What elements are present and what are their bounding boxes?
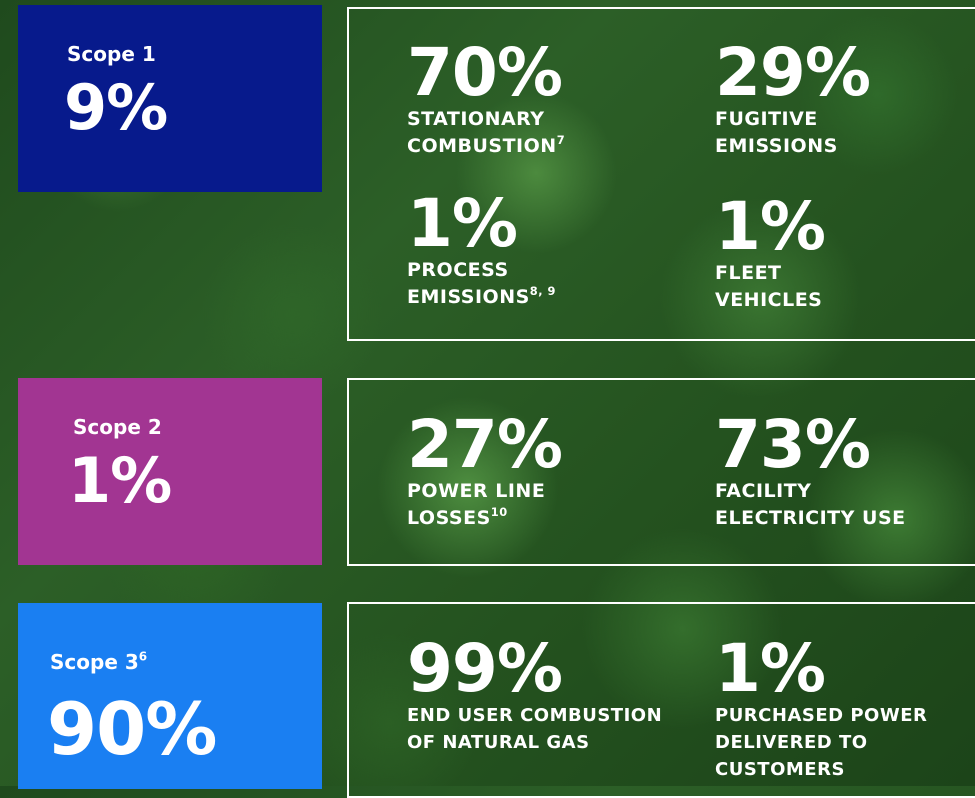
scope-2-value: 1% <box>68 444 172 517</box>
stat-end-user-combustion: 99% END USER COMBUSTION OF NATURAL GAS <box>407 636 662 756</box>
stat-label: END USER COMBUSTION OF NATURAL GAS <box>407 705 663 753</box>
stat-percent: 70% <box>407 34 563 111</box>
stat-label: POWER LINE LOSSES10 <box>407 480 546 529</box>
scope-1-breakdown-panel <box>347 7 975 341</box>
stat-fugitive-emissions: 29% FUGITIVE EMISSIONS <box>715 34 871 160</box>
stat-purchased-power: 1% PURCHASED POWER DELIVERED TO CUSTOMER… <box>715 636 927 783</box>
stat-label: FUGITIVE EMISSIONS <box>715 108 838 157</box>
stat-percent: 99% <box>407 630 563 707</box>
stat-stationary-combustion: 70% STATIONARY COMBUSTION7 <box>407 40 565 160</box>
stat-percent: 1% <box>715 630 826 707</box>
stat-facility-electricity-use: 73% FACILITY ELECTRICITY USE <box>715 412 906 532</box>
stat-fleet-vehicles: 1% FLEET VEHICLES <box>715 188 826 314</box>
scope-3-box: Scope 36 90% <box>18 603 322 789</box>
scope-1-box: Scope 1 9% <box>18 5 322 192</box>
stat-percent: 73% <box>715 406 871 483</box>
stat-label: FLEET VEHICLES <box>715 262 823 311</box>
scope-1-value: 9% <box>64 71 168 144</box>
stat-percent: 29% <box>715 34 871 111</box>
scope-2-label: Scope 2 <box>73 415 162 439</box>
stat-percent: 1% <box>407 185 518 262</box>
scope-2-breakdown-panel <box>347 378 975 566</box>
stat-percent: 1% <box>715 188 826 265</box>
stat-label: FACILITY ELECTRICITY USE <box>715 480 906 529</box>
stat-label: STATIONARY COMBUSTION7 <box>407 108 566 157</box>
stat-label: PURCHASED POWER DELIVERED TO CUSTOMERS <box>715 705 928 780</box>
scope-3-value: 90% <box>47 687 217 771</box>
scope-3-label: Scope 36 <box>50 649 148 674</box>
stat-power-line-losses: 27% POWER LINE LOSSES10 <box>407 406 563 532</box>
stat-label: PROCESS EMISSIONS8, 9 <box>407 259 556 308</box>
scope-2-box: Scope 2 1% <box>18 378 322 565</box>
scope-1-label: Scope 1 <box>67 42 156 66</box>
stat-percent: 27% <box>407 406 563 483</box>
stat-process-emissions: 1% PROCESS EMISSIONS8, 9 <box>407 191 556 311</box>
